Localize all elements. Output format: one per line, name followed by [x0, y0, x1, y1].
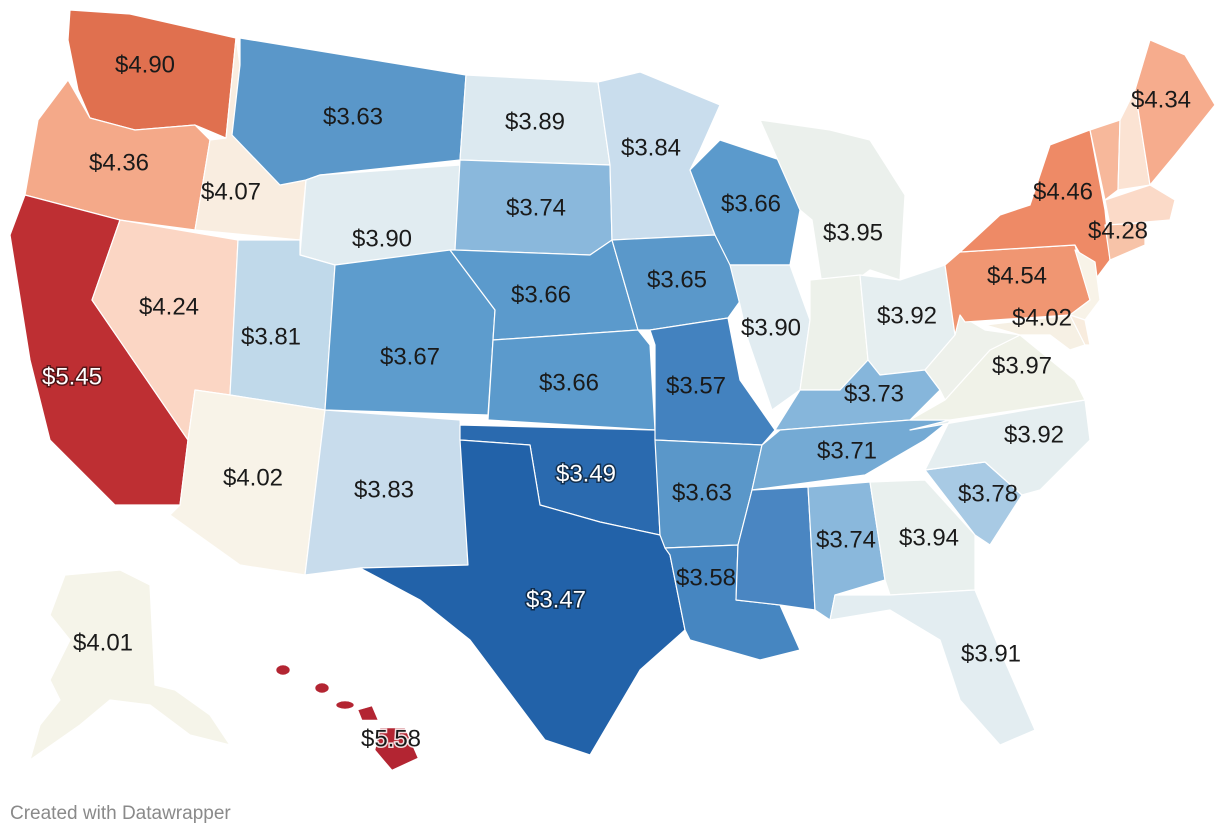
- label-VA: $3.97: [992, 353, 1052, 380]
- label-CA: $5.45: [42, 364, 102, 391]
- label-CO: $3.67: [380, 344, 440, 371]
- label-AL: $3.74: [816, 527, 876, 554]
- label-OR: $4.36: [89, 150, 149, 177]
- label-MO: $3.57: [666, 373, 726, 400]
- label-FL: $3.91: [961, 641, 1021, 668]
- label-LA: $3.58: [676, 565, 736, 592]
- state-CT: [1104, 222, 1146, 261]
- label-AZ: $4.02: [223, 465, 283, 492]
- state-HI-islands: [275, 664, 419, 771]
- label-KY: $3.73: [844, 381, 904, 408]
- label-MI: $3.95: [823, 220, 883, 247]
- label-SD: $3.74: [506, 195, 566, 222]
- label-MA: $4.28: [1088, 218, 1148, 245]
- label-PA: $4.54: [987, 263, 1047, 290]
- state-KS: [487, 329, 656, 431]
- label-ME: $4.34: [1131, 87, 1191, 114]
- label-NV: $4.24: [139, 294, 199, 321]
- state-TX: [359, 439, 686, 756]
- label-MN: $3.84: [621, 135, 681, 162]
- state-DE: [1069, 314, 1091, 346]
- label-KS: $3.66: [539, 370, 599, 397]
- label-AR: $3.63: [672, 480, 732, 507]
- label-HI: $5.58: [361, 726, 421, 753]
- state-IL: [729, 264, 811, 411]
- label-WY: $3.90: [352, 226, 412, 253]
- label-NY: $4.46: [1033, 179, 1093, 206]
- state-NC: [909, 399, 1091, 496]
- label-MT: $3.63: [323, 104, 383, 131]
- state-AK: [29, 569, 231, 761]
- label-TN: $3.71: [817, 438, 877, 465]
- label-NC: $3.92: [1004, 422, 1064, 449]
- label-NE: $3.66: [511, 282, 571, 309]
- label-IA: $3.65: [647, 267, 707, 294]
- label-SC: $3.78: [958, 481, 1018, 508]
- label-WA: $4.90: [115, 52, 175, 79]
- credit-text: Created with Datawrapper: [10, 803, 231, 824]
- label-GA: $3.94: [899, 525, 959, 552]
- state-FL: [829, 589, 1036, 746]
- label-IL: $3.90: [741, 315, 801, 342]
- state-MS: [735, 486, 816, 611]
- label-UT: $3.81: [241, 324, 301, 351]
- label-OK: $3.49: [556, 461, 616, 488]
- state-MA: [1104, 184, 1176, 226]
- label-OH: $3.92: [877, 303, 937, 330]
- label-TX: $3.47: [526, 587, 586, 614]
- label-NJ: $4.02: [1012, 305, 1072, 332]
- state-ME: [1134, 39, 1216, 186]
- label-WI: $3.66: [721, 191, 781, 218]
- label-AK: $4.01: [73, 630, 133, 657]
- state-MO: [649, 317, 776, 446]
- state-MI: [759, 119, 906, 286]
- label-ND: $3.89: [505, 109, 565, 136]
- label-NM: $3.83: [354, 477, 414, 504]
- state-WI: [689, 139, 801, 266]
- label-ID: $4.07: [201, 179, 261, 206]
